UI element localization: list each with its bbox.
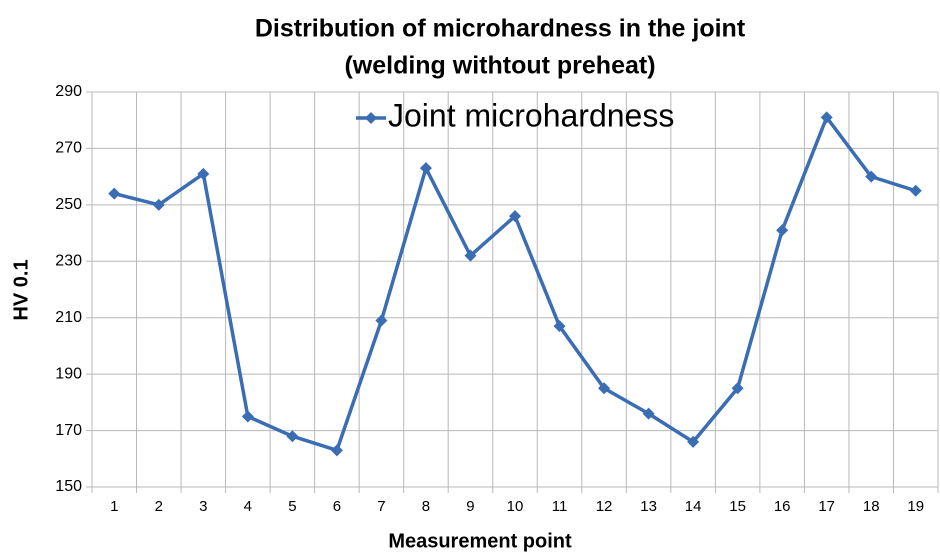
- x-tick-label: 3: [199, 498, 207, 515]
- data-line: [113, 115, 917, 453]
- data-point: [286, 430, 299, 443]
- y-tick-label: 270: [55, 140, 82, 157]
- x-tick-label: 7: [377, 498, 385, 515]
- legend-label: Joint microhardness: [388, 97, 674, 133]
- x-tick-label: 18: [863, 498, 880, 515]
- data-point: [776, 224, 789, 237]
- data-point: [419, 162, 432, 175]
- data-point: [241, 410, 254, 423]
- data-point: [687, 435, 700, 448]
- data-point: [909, 184, 922, 197]
- x-tick-label: 13: [640, 498, 657, 515]
- x-tick-label: 9: [466, 498, 474, 515]
- legend-marker: [365, 112, 377, 124]
- x-tick-label: 15: [729, 498, 746, 515]
- y-tick-label: 210: [55, 309, 82, 326]
- data-point: [464, 249, 477, 262]
- x-tick-label: 19: [907, 498, 924, 515]
- y-tick-label: 250: [55, 196, 82, 213]
- x-axis-label: Measurement point: [388, 530, 572, 552]
- x-tick-label: 5: [288, 498, 296, 515]
- y-tick-label: 170: [55, 422, 82, 439]
- x-tick-label: 2: [155, 498, 163, 515]
- data-point: [642, 407, 655, 420]
- data-point: [865, 170, 878, 183]
- chart-title: Distribution of microhardness in the joi…: [255, 15, 746, 43]
- data-point: [152, 198, 165, 211]
- y-axis-label: HV 0.1: [10, 259, 32, 320]
- data-point: [509, 210, 521, 223]
- y-tick-label: 150: [55, 478, 82, 495]
- y-tick-label: 230: [55, 253, 82, 270]
- chart-title: (welding withtout preheat): [344, 52, 655, 80]
- x-tick-label: 4: [244, 498, 252, 515]
- x-tick-label: 1: [110, 498, 118, 515]
- data-point: [820, 111, 833, 124]
- data-point: [598, 382, 611, 395]
- x-tick-label: 17: [818, 498, 835, 515]
- y-tick-label: 290: [55, 83, 82, 100]
- x-tick-label: 12: [596, 498, 613, 515]
- x-tick-label: 14: [685, 498, 702, 515]
- data-point: [108, 187, 121, 200]
- y-tick-label: 190: [55, 365, 82, 382]
- x-tick-label: 16: [774, 498, 791, 515]
- data-point: [553, 320, 566, 333]
- x-tick-label: 8: [422, 498, 430, 515]
- data-point: [197, 167, 210, 180]
- data-point: [375, 314, 388, 327]
- x-tick-label: 11: [552, 498, 568, 515]
- x-tick-label: 10: [507, 498, 524, 515]
- data-point: [330, 444, 343, 457]
- x-tick-label: 6: [333, 498, 341, 515]
- data-point: [731, 382, 744, 395]
